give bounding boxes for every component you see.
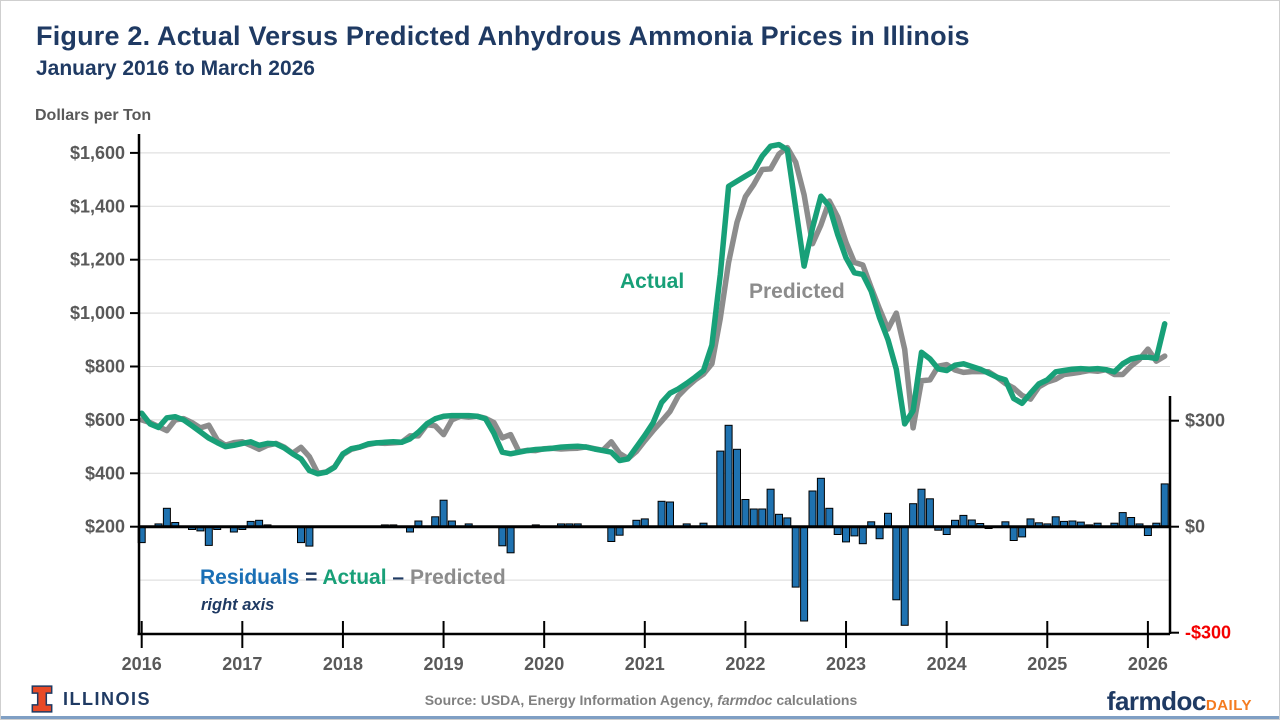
right-tick-label: -$300: [1185, 623, 1231, 643]
legend-actual-label: Actual: [620, 270, 685, 293]
right-tick-label: $300: [1185, 411, 1225, 431]
residual-bar: [498, 526, 507, 547]
residual-bar: [909, 503, 918, 528]
year-tick-label: 2017: [222, 654, 262, 674]
residual-bar: [305, 526, 314, 547]
year-tick-label: 2018: [323, 654, 363, 674]
left-tick-label: $600: [85, 410, 125, 430]
illinois-block-i-icon: [31, 685, 53, 713]
left-tick-label: $200: [85, 517, 125, 537]
right-axis-note: right axis: [201, 596, 275, 614]
residual-bar: [925, 498, 934, 528]
residual-bar: [749, 508, 758, 528]
legend-predicted-label: Predicted: [749, 280, 845, 303]
residual-bar: [741, 499, 750, 528]
annotation-minus: –: [392, 566, 405, 589]
residual-bar: [959, 514, 968, 528]
illinois-wordmark: ILLINOIS: [63, 688, 151, 709]
residual-bar: [791, 526, 800, 588]
residual-bar: [1118, 512, 1127, 528]
page-subtitle: January 2016 to March 2026: [36, 57, 315, 80]
university-brand: ILLINOIS: [31, 685, 151, 713]
residual-bar: [808, 490, 817, 528]
residual-bar: [900, 526, 909, 626]
residual-bar: [858, 526, 867, 545]
residual-bar: [842, 526, 850, 543]
page-title: Figure 2. Actual Versus Predicted Anhydr…: [36, 21, 970, 51]
residual-bar: [162, 507, 171, 528]
residual-bar: [884, 512, 892, 528]
actual-line: [138, 141, 1168, 477]
residual-bar: [892, 526, 901, 601]
year-tick-label: 2026: [1128, 654, 1168, 674]
residual-bar: [506, 526, 515, 554]
left-tick-label: $1,600: [70, 143, 125, 163]
residual-bar: [1160, 483, 1169, 528]
year-tick-label: 2025: [1027, 654, 1067, 674]
residual-bar: [666, 501, 674, 528]
year-tick-label: 2023: [826, 654, 866, 674]
residual-bar: [766, 488, 775, 528]
year-tick-label: 2021: [625, 654, 665, 674]
left-tick-label: $1,200: [70, 250, 125, 270]
source-farmdoc: farmdoc: [717, 692, 773, 708]
farmdoc-daily-logo: farmdoc DAILY: [1107, 686, 1252, 717]
left-tick-label: $400: [85, 463, 125, 483]
farmdoc-logo-main: farmdoc: [1106, 686, 1207, 716]
year-tick-label: 2024: [927, 654, 967, 674]
residual-bar: [816, 477, 825, 528]
residual-bar: [607, 526, 616, 543]
residual-bar: [716, 450, 725, 528]
residual-bar: [875, 526, 884, 540]
left-tick-label: $1,000: [70, 303, 125, 323]
source-note: Source: USDA, Energy Information Agency,…: [1, 692, 1279, 708]
residual-bar: [758, 508, 767, 528]
residual-bar: [439, 499, 448, 528]
left-tick-label: $1,400: [70, 196, 125, 216]
year-tick-label: 2022: [725, 654, 765, 674]
source-prefix: Source: USDA, Energy Information Agency,: [424, 692, 718, 708]
residual-bar: [825, 507, 834, 528]
left-axis-title: Dollars per Ton: [35, 107, 152, 124]
residual-bar: [724, 424, 733, 528]
residuals-annotation: Residuals = Actual – Predicted: [200, 566, 506, 590]
residual-bar: [775, 513, 783, 528]
right-tick-label: $0: [1185, 517, 1205, 537]
residual-bar: [1009, 526, 1018, 542]
year-tick-label: 2020: [524, 654, 564, 674]
residual-bar: [917, 488, 926, 528]
residual-bar: [297, 526, 305, 544]
source-suffix: calculations: [772, 692, 858, 708]
residual-bar: [204, 526, 213, 546]
annotation-equals: =: [305, 566, 318, 589]
farmdoc-logo-daily: DAILY: [1205, 697, 1252, 714]
annotation-residuals-word: Residuals: [200, 566, 300, 589]
annotation-predicted-word: Predicted: [409, 566, 506, 589]
residual-bar: [1018, 526, 1027, 538]
residual-bar: [733, 448, 741, 528]
bottom-accent-strip: [1, 716, 1279, 719]
year-tick-label: 2019: [424, 654, 464, 674]
annotation-actual-word: Actual: [322, 566, 387, 589]
residual-bar: [800, 526, 809, 622]
residual-bar: [657, 500, 666, 528]
year-tick-label: 2016: [122, 654, 162, 674]
left-tick-label: $800: [85, 357, 125, 377]
